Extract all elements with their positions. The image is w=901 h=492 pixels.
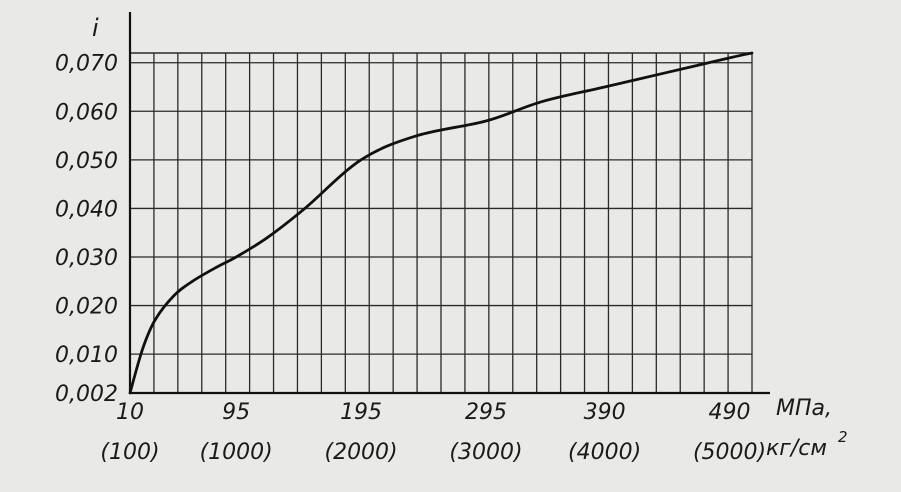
x-axis-unit-secondary: кг/см: [766, 436, 827, 461]
x-tick-sublabel: (3000): [449, 440, 522, 465]
x-tick-label: 490: [709, 400, 751, 425]
y-axis-ticks: 0,002 0,010 0,020 0,030 0,040 0,050 0,060 0,070: [55, 52, 118, 407]
x-tick-label: 295: [465, 400, 507, 425]
x-tick-label: 10: [116, 400, 144, 425]
y-tick-label: 0,040: [55, 197, 118, 222]
x-tick-sublabel: (4000): [568, 440, 641, 465]
y-axis-label: i: [92, 14, 99, 42]
y-tick-label: 0,050: [55, 149, 118, 174]
x-tick-sublabel: (2000): [324, 440, 397, 465]
x-tick-sublabel: (1000): [200, 440, 273, 465]
x-axis-ticks: 10 (100) 95 (1000) 195 (2000) 295 (3000) 390 (400…: [100, 400, 766, 465]
x-axis-unit-superscript: 2: [838, 428, 848, 446]
grid: [130, 53, 752, 393]
y-tick-label: 0,020: [55, 295, 118, 320]
x-tick-sublabel: (5000): [693, 440, 766, 465]
x-tick-label: 95: [222, 400, 250, 425]
x-axis-unit-primary: МПа,: [776, 396, 832, 421]
y-tick-label: 0,002: [55, 382, 118, 407]
y-tick-label: 0,030: [55, 246, 118, 271]
x-tick-label: 195: [340, 400, 382, 425]
y-tick-label: 0,060: [55, 100, 118, 125]
y-tick-label: 0,010: [55, 343, 118, 368]
y-tick-label: 0,070: [55, 52, 118, 77]
x-tick-sublabel: (100): [100, 440, 159, 465]
x-tick-label: 390: [584, 400, 626, 425]
